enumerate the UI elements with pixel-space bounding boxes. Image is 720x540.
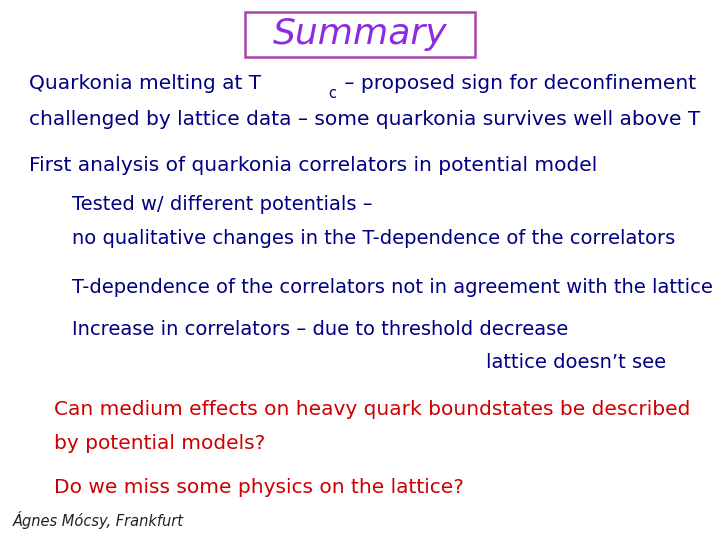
Text: by potential models?: by potential models? <box>54 434 265 454</box>
Text: – proposed sign for deconfinement: – proposed sign for deconfinement <box>338 74 697 93</box>
Text: Tested w/ different potentials –: Tested w/ different potentials – <box>72 194 373 214</box>
Text: Do we miss some physics on the lattice?: Do we miss some physics on the lattice? <box>54 477 464 497</box>
Text: T-dependence of the correlators not in agreement with the lattice: T-dependence of the correlators not in a… <box>72 278 713 297</box>
Text: Increase in correlators – due to threshold decrease: Increase in correlators – due to thresho… <box>72 320 568 339</box>
Text: Can medium effects on heavy quark boundstates be described: Can medium effects on heavy quark bounds… <box>54 400 690 419</box>
Text: Summary: Summary <box>273 17 447 51</box>
Text: Ágnes Mócsy, Frankfurt: Ágnes Mócsy, Frankfurt <box>13 511 184 529</box>
Text: c: c <box>328 86 336 101</box>
Text: no qualitative changes in the T-dependence of the correlators: no qualitative changes in the T-dependen… <box>72 229 675 248</box>
Text: lattice doesn’t see: lattice doesn’t see <box>486 353 666 373</box>
Text: First analysis of quarkonia correlators in potential model: First analysis of quarkonia correlators … <box>29 156 597 176</box>
Text: Quarkonia melting at T: Quarkonia melting at T <box>29 74 261 93</box>
FancyBboxPatch shape <box>245 12 475 57</box>
Text: challenged by lattice data – some quarkonia survives well above T: challenged by lattice data – some quarko… <box>29 110 700 130</box>
